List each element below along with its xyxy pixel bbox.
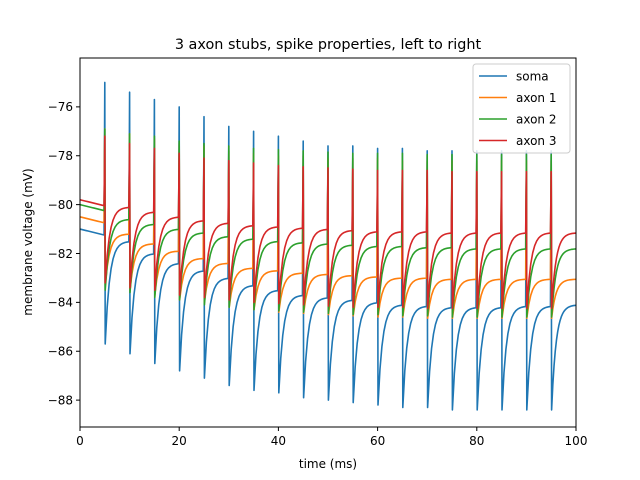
legend: soma axon 1 axon 2 axon 3 — [472, 63, 571, 154]
chart-title: 3 axon stubs, spike properties, left to … — [175, 37, 482, 53]
series-line-axon-3 — [79, 135, 577, 310]
y-tick-label: −88 — [48, 393, 73, 407]
x-tick-label: 20 — [172, 434, 187, 448]
legend-label: axon 2 — [516, 112, 556, 126]
series-line-soma — [79, 81, 577, 411]
x-tick-label: 40 — [271, 434, 286, 448]
y-axis: −88 −86 −84 −82 −80 −78 −76 — [48, 100, 80, 407]
series-layer — [79, 81, 577, 411]
x-axis-label: time (ms) — [299, 457, 357, 471]
legend-label: axon 1 — [516, 91, 556, 105]
y-tick-label: −84 — [48, 296, 73, 310]
y-axis-label: membrane voltage (mV) — [21, 168, 35, 315]
legend-label: axon 3 — [516, 134, 556, 148]
legend-box — [472, 63, 571, 154]
plot-frame — [79, 57, 577, 428]
x-tick-label: 0 — [76, 434, 84, 448]
x-tick-label: 80 — [469, 434, 484, 448]
y-tick-label: −78 — [48, 149, 73, 163]
x-tick-label: 60 — [370, 434, 385, 448]
y-tick-label: −80 — [48, 198, 73, 212]
x-tick-label: 100 — [565, 434, 588, 448]
x-axis: 0 20 40 60 80 100 — [76, 427, 587, 448]
y-tick-label: −82 — [48, 247, 73, 261]
legend-label: soma — [516, 69, 549, 83]
y-tick-label: −76 — [48, 100, 73, 114]
y-tick-label: −86 — [48, 345, 73, 359]
